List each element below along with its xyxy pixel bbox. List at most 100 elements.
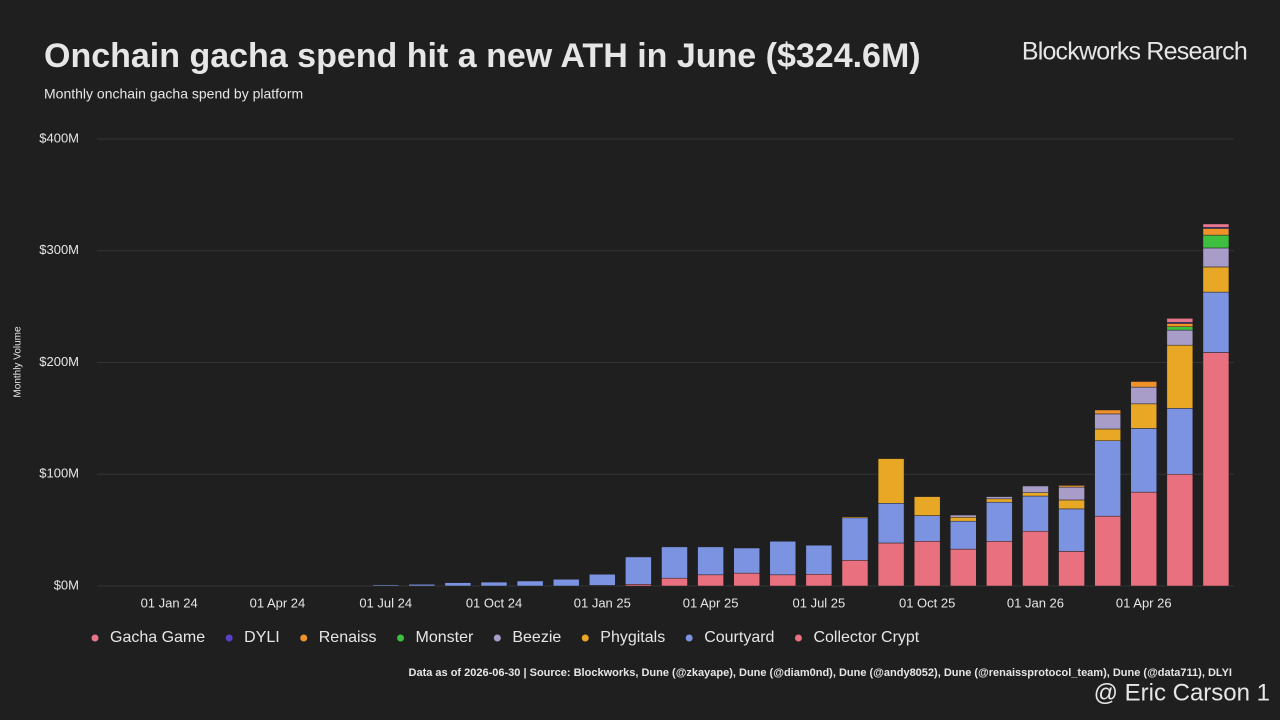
y-axis-title: Monthly Volume	[13, 326, 24, 398]
x-tick-label: 01 Jul 24	[359, 595, 412, 610]
bar-segment	[372, 584, 399, 587]
bar-segment	[841, 517, 869, 561]
bar-segment	[986, 496, 1013, 500]
x-tick-label: 01 Oct 24	[466, 595, 522, 610]
bar-segment	[950, 517, 977, 522]
bar-segment	[625, 584, 652, 587]
bar-segment	[913, 496, 941, 516]
legend-label: Courtyard	[704, 629, 774, 646]
legend-marker	[300, 634, 308, 642]
bar-segment	[661, 577, 688, 587]
bar-segment	[877, 458, 905, 504]
bar-segment	[1166, 344, 1194, 409]
bar-segment	[877, 542, 905, 587]
x-tick-label: 01 Apr 25	[683, 595, 739, 610]
bar-segment	[697, 546, 724, 576]
bar-segment	[1202, 223, 1230, 228]
legend-marker	[493, 634, 501, 642]
bar-segment	[1022, 495, 1049, 532]
legend-label: Collector Crypt	[813, 629, 919, 646]
legend-marker	[397, 634, 405, 642]
bar-segment	[1166, 323, 1194, 327]
bar-segment	[913, 541, 941, 587]
y-tick-label: $100M	[39, 466, 79, 481]
bar-segment	[950, 548, 977, 587]
bar-segment	[986, 498, 1013, 503]
x-tick-label: 01 Jul 25	[793, 595, 846, 610]
bar-segment	[1130, 403, 1158, 429]
bar-segment	[1058, 486, 1085, 501]
legend-label: Monster	[416, 629, 474, 646]
bar-segment	[1166, 408, 1194, 475]
chart-title: Onchain gacha spend hit a new ATH in Jun…	[44, 37, 921, 75]
bar-segment	[1166, 326, 1194, 331]
bar-segment	[1202, 266, 1230, 293]
bar-segment	[1202, 352, 1230, 587]
bar-segment	[769, 541, 797, 576]
bar-segment	[1022, 485, 1049, 493]
bar-segment	[1202, 228, 1230, 236]
bar-segment	[1022, 530, 1049, 587]
legend-label: Renaiss	[319, 629, 377, 646]
legend-label: Beezie	[512, 629, 561, 646]
bar-segment	[805, 544, 833, 575]
bar-segment	[444, 582, 472, 587]
x-tick-label: 01 Apr 24	[250, 595, 306, 610]
bar-segment	[1094, 515, 1121, 587]
bar-segment	[1166, 474, 1194, 587]
legend-marker	[794, 634, 802, 642]
bar-segment	[661, 546, 688, 579]
x-tick-label: 01 Jan 25	[574, 595, 631, 610]
bar-segment	[589, 574, 616, 586]
bar-segment	[516, 580, 544, 587]
bar-segment	[1058, 551, 1085, 587]
bar-segment	[805, 574, 833, 587]
y-tick-label: $200M	[39, 354, 79, 369]
bar-segment	[408, 584, 436, 587]
bar-segment	[986, 541, 1013, 587]
bar-segment	[1202, 247, 1230, 268]
bar-segment	[877, 503, 905, 544]
bar-segment	[1094, 409, 1121, 415]
bar-segment	[697, 574, 724, 587]
watermark: @ Eric Carson 1	[1094, 679, 1270, 706]
bar-segment	[1202, 291, 1230, 353]
bar-segment	[1094, 413, 1121, 430]
legend-label: DYLI	[244, 629, 280, 646]
legend-marker	[685, 634, 693, 642]
bar-segment	[950, 514, 977, 518]
bar-segment	[913, 515, 941, 542]
x-tick-label: 01 Jan 24	[141, 595, 198, 610]
source-note: Data as of 2026-06-30 | Source: Blockwor…	[409, 667, 1232, 679]
bar-segment	[552, 579, 580, 587]
bar-segment	[1166, 318, 1194, 323]
bar-segment	[1130, 386, 1158, 405]
bar-segment	[1058, 499, 1085, 510]
bar-segment	[1058, 485, 1085, 488]
legend-marker	[581, 634, 589, 642]
bar-segment	[480, 581, 508, 587]
bar-segment	[1094, 428, 1121, 441]
bar-segment	[1094, 440, 1121, 517]
bar-segment	[841, 560, 869, 587]
bar-segment	[1166, 329, 1194, 346]
y-tick-label: $0M	[54, 577, 79, 592]
bar-segment	[1130, 491, 1158, 587]
bar-segment	[1058, 508, 1085, 552]
x-tick-label: 01 Jan 26	[1007, 595, 1064, 610]
legend-label: Phygitals	[600, 629, 665, 646]
bar-segment	[769, 574, 797, 587]
bar-segment	[1130, 381, 1158, 388]
bar-segment	[733, 547, 760, 574]
bar-segment	[625, 556, 652, 585]
bar-segment	[841, 516, 869, 519]
legend-marker	[91, 634, 99, 642]
y-tick-label: $400M	[39, 130, 79, 145]
x-tick-label: 01 Apr 26	[1116, 595, 1172, 610]
bar-segment	[986, 501, 1013, 542]
chart-subtitle: Monthly onchain gacha spend by platform	[44, 86, 303, 102]
legend-marker	[225, 634, 233, 642]
y-tick-label: $300M	[39, 242, 79, 257]
